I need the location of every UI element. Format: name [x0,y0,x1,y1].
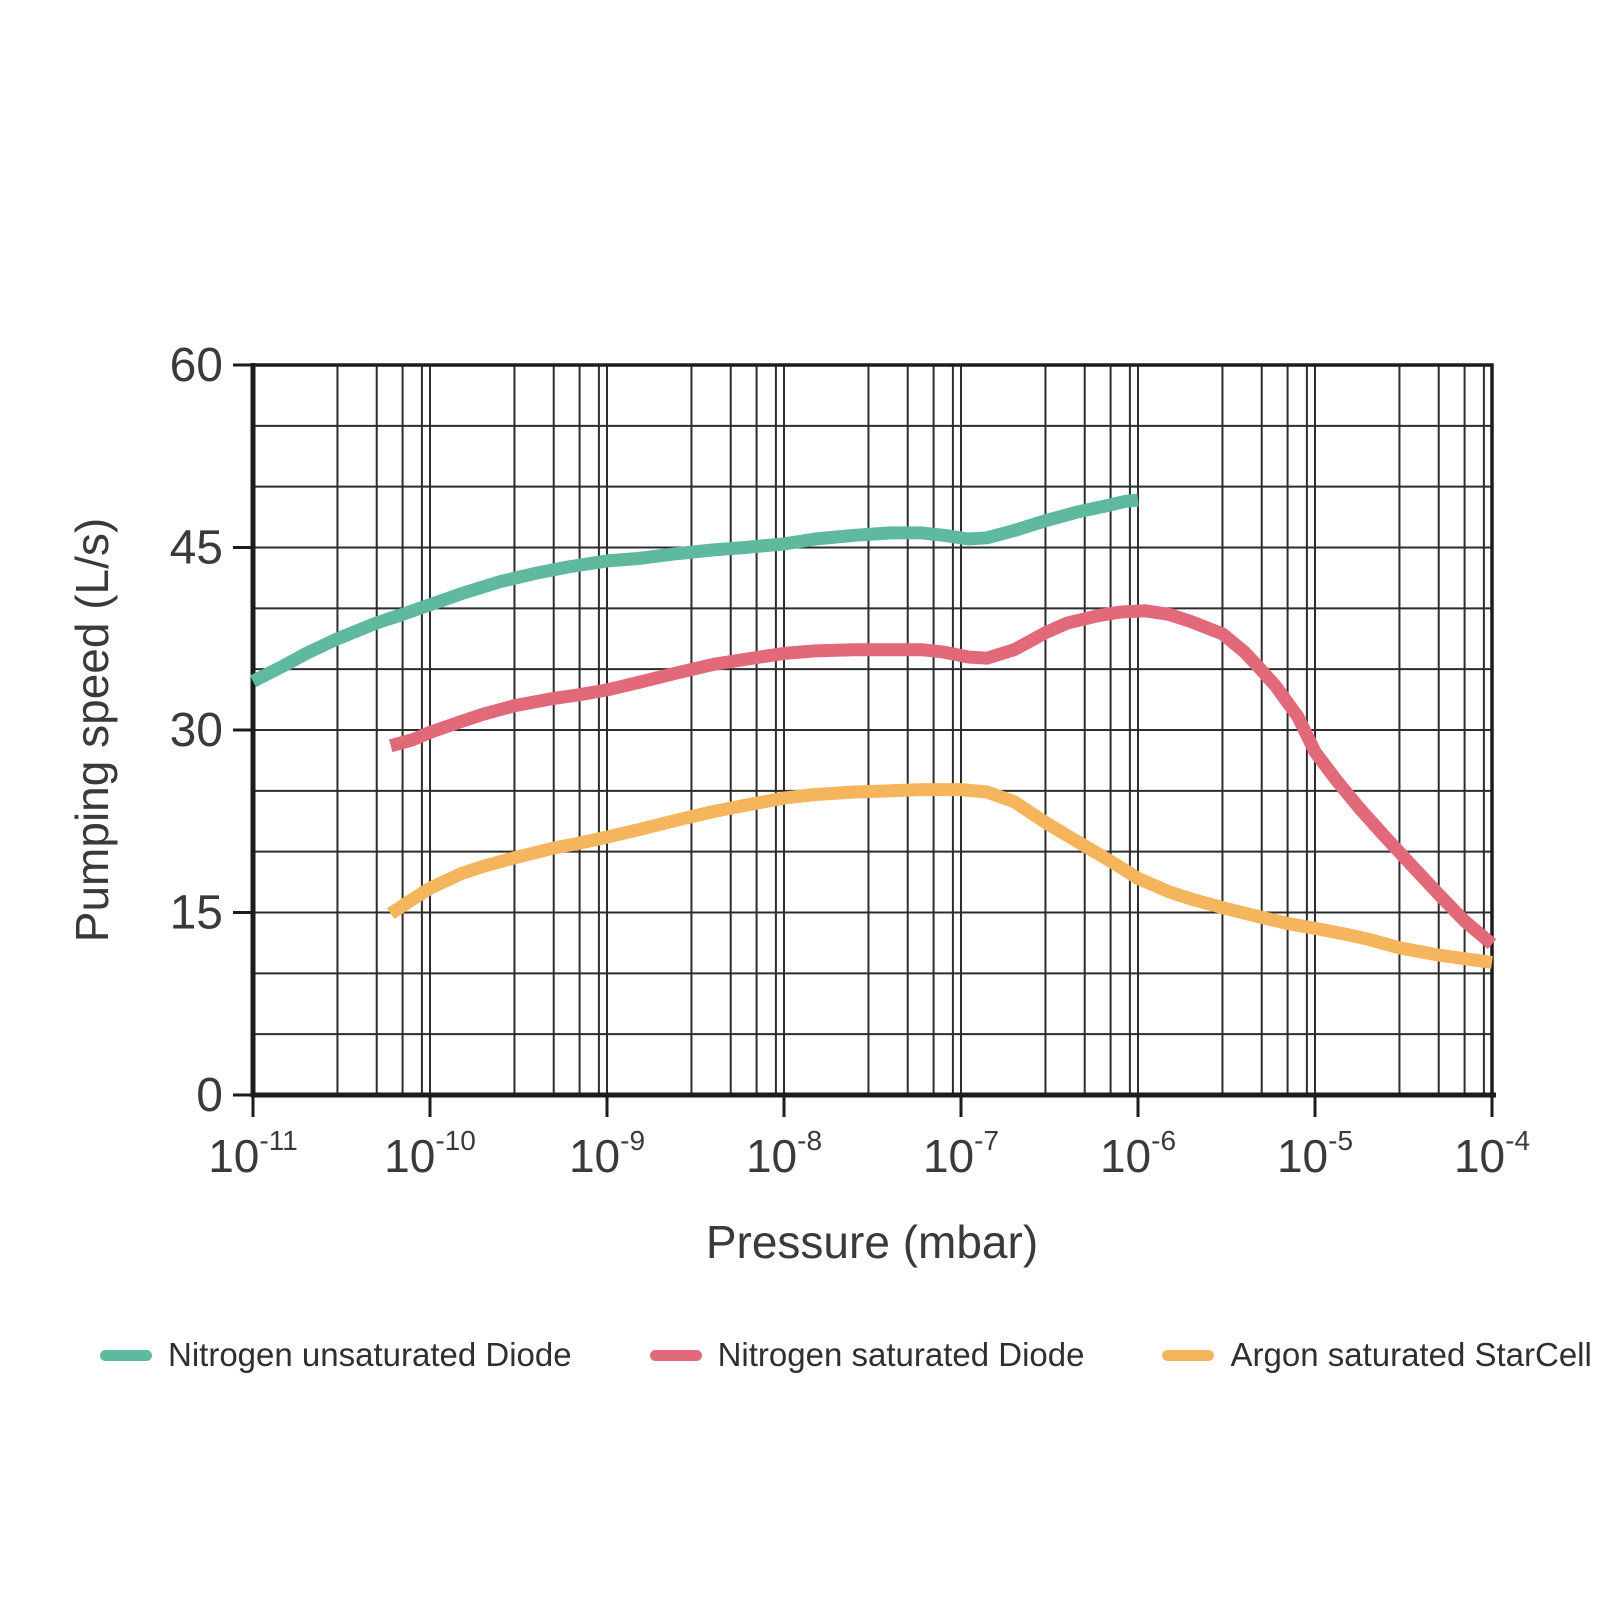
legend-label: Nitrogen unsaturated Diode [168,1336,572,1373]
legend-swatch-icon [100,1349,152,1361]
x-tick-label: 10-7 [923,1125,999,1182]
series-line-1 [250,493,1139,688]
y-tick-label: 60 [170,339,223,392]
y-axis-label: Pumping speed (L/s) [66,518,118,942]
y-tick-label: 30 [170,704,223,757]
legend: Nitrogen unsaturated Diode Nitrogen satur… [100,1336,1592,1374]
x-tick-label: 10-10 [384,1125,476,1182]
legend-item: Argon saturated StarCell [1162,1336,1592,1374]
label-layer: Pressure (mbar) Pumping speed (L/s) 10-1… [66,339,1530,1268]
legend-label: Nitrogen saturated Diode [717,1336,1085,1373]
series-line-3 [387,783,1493,969]
x-tick-label: 10-9 [569,1125,645,1182]
y-tick-label: 0 [196,1069,223,1122]
x-tick-label: 10-11 [208,1125,298,1182]
legend-item: Nitrogen saturated Diode [649,1336,1085,1374]
legend-swatch-icon [649,1349,702,1361]
legend-label: Argon saturated StarCell [1230,1336,1592,1373]
x-tick-label: 10-4 [1454,1125,1530,1182]
legend-swatch-icon [1162,1349,1215,1361]
legend-item: Nitrogen unsaturated Diode [100,1336,572,1374]
axis-layer [233,363,1496,1117]
x-tick-label: 10-5 [1277,1125,1353,1182]
y-tick-label: 15 [170,887,223,940]
series-layer [250,493,1497,969]
x-axis-label: Pressure (mbar) [706,1216,1038,1268]
x-tick-label: 10-6 [1100,1125,1176,1182]
series-line-2 [388,604,1497,950]
x-tick-label: 10-8 [746,1125,822,1182]
y-tick-label: 45 [170,522,223,575]
